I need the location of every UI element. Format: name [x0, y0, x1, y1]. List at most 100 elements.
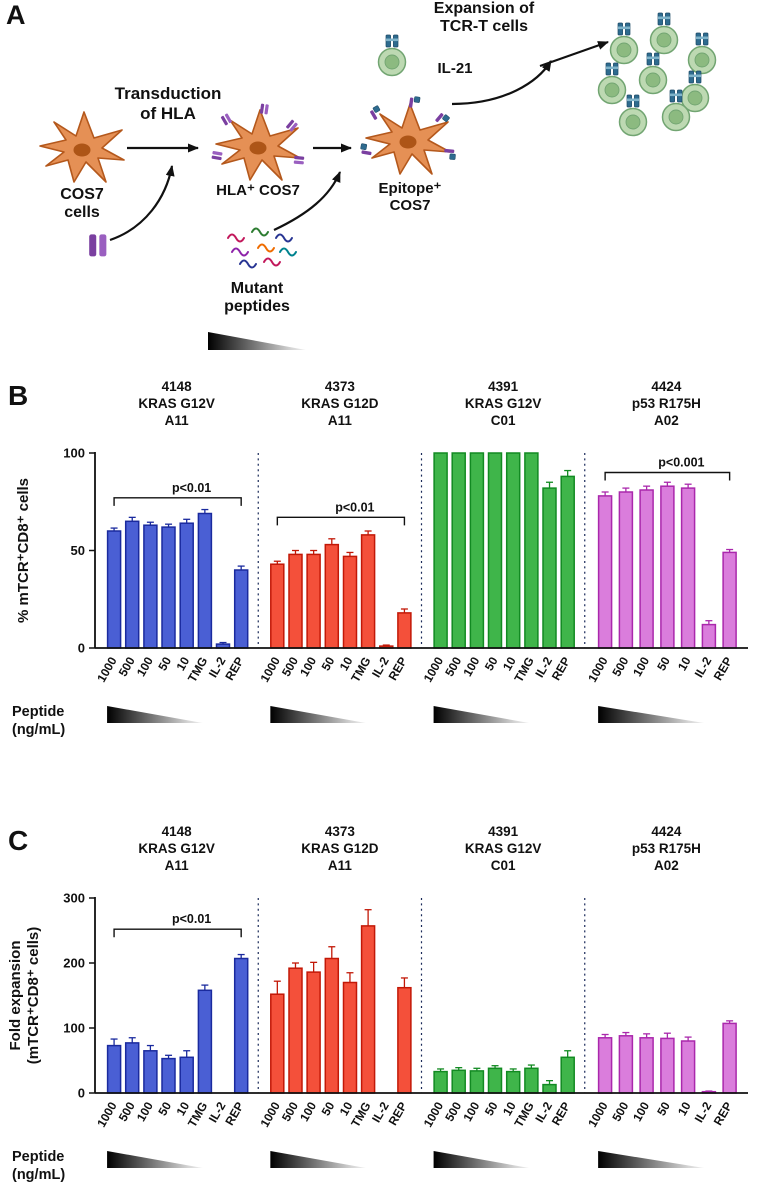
bar	[433, 1070, 448, 1094]
significance-bracket	[604, 471, 731, 481]
bar	[233, 957, 249, 1094]
hla-cos7-label: HLA⁺ COS7	[216, 182, 300, 199]
x-tick-label: 10	[337, 1099, 356, 1118]
x-tick-label: 50	[654, 1099, 673, 1118]
significance-bracket	[113, 497, 242, 506]
bar	[270, 993, 285, 1094]
x-tick-label: 50	[319, 654, 338, 673]
y-tick-label: 100	[63, 1021, 85, 1036]
t-cell-cluster	[597, 12, 717, 137]
x-tick-label: 50	[155, 654, 174, 673]
arrow-il21-curved	[451, 60, 552, 106]
x-tick-label: REP	[549, 655, 573, 683]
x-tick-label: 500	[442, 1099, 464, 1124]
bar	[451, 452, 466, 649]
x-tick-label: 50	[319, 1099, 338, 1118]
bar	[433, 452, 448, 649]
bar	[542, 487, 557, 649]
x-tick-label: REP	[711, 655, 735, 683]
x-tick-label: 500	[609, 654, 631, 679]
significance-bracket	[276, 516, 406, 526]
x-tick-label: 10	[675, 654, 694, 673]
y-tick-label: 300	[63, 891, 85, 906]
group-title: A11	[165, 413, 190, 428]
bar	[639, 489, 654, 649]
il21-label: IL-21	[437, 60, 473, 77]
bar	[680, 487, 696, 649]
bar	[560, 475, 575, 649]
bar	[451, 1069, 466, 1094]
x-tick-label: REP	[386, 1100, 410, 1128]
significance-label: p<0.001	[658, 456, 704, 470]
bar	[397, 986, 412, 1094]
bar	[106, 530, 122, 649]
cos7-label: COS7 cells	[60, 186, 104, 222]
concentration-wedge	[433, 706, 530, 723]
concentration-wedge	[270, 1151, 366, 1168]
bar	[639, 1037, 654, 1094]
x-axis-label: Peptide	[12, 704, 64, 720]
bar	[524, 452, 539, 649]
group-title: 4373	[325, 824, 356, 839]
group-title: 4424	[651, 824, 682, 839]
y-axis-label: Fold expansion	[7, 940, 24, 1050]
x-tick-label: REP	[549, 1100, 573, 1128]
x-tick-label: 1000	[585, 654, 611, 684]
x-tick-label: 100	[630, 1099, 652, 1124]
x-tick-label: TMG	[348, 655, 373, 685]
bar	[124, 520, 140, 649]
panel-a-diagram	[39, 12, 717, 350]
group-title: KRAS G12V	[138, 396, 215, 411]
x-axis-label: Peptide	[12, 1149, 64, 1165]
bar	[106, 1044, 122, 1094]
x-tick-label: 100	[134, 1099, 156, 1124]
bar	[660, 485, 675, 649]
group-title: A11	[165, 858, 190, 873]
panel-a: A Expansion of TCR-T cells IL-21 Transdu…	[0, 0, 760, 375]
bar	[161, 526, 176, 649]
panel-c-chart: C Fold expansion (mTCR⁺CD8⁺ cells) 0 100 200 3…	[7, 824, 748, 1183]
arrow-peptides-curved	[273, 171, 342, 231]
bar	[618, 491, 634, 649]
mutant-peptides-label: Mutant peptides	[224, 280, 290, 316]
bar	[306, 553, 321, 649]
group-title: A11	[328, 858, 353, 873]
x-tick-label: 500	[609, 1099, 631, 1124]
bar	[124, 1042, 140, 1094]
concentration-wedge	[208, 332, 306, 350]
group-title: A02	[654, 413, 679, 428]
x-axis-label: (ng/mL)	[12, 722, 65, 738]
panel-label: C	[8, 825, 28, 856]
x-tick-label: REP	[386, 655, 410, 683]
concentration-wedge	[598, 1151, 705, 1168]
y-tick-label: 0	[78, 641, 85, 656]
y-tick-label: 50	[71, 543, 85, 558]
y-axis-label: % mTCR⁺CD8⁺ cells	[15, 478, 32, 623]
bar	[487, 452, 503, 649]
x-tick-label: 50	[482, 654, 501, 673]
y-tick-label: 0	[78, 1086, 85, 1101]
x-tick-label: 10	[500, 654, 519, 673]
group-title: KRAS G12V	[465, 841, 542, 856]
arrow-hla-molecule-curved	[109, 165, 175, 242]
bar	[288, 553, 303, 649]
bar	[701, 623, 717, 649]
bar	[143, 524, 158, 649]
x-tick-label: TMG	[185, 655, 210, 685]
x-tick-label: 500	[116, 654, 138, 679]
x-tick-label: 10	[500, 1099, 519, 1118]
bar	[560, 1056, 575, 1094]
group-title: KRAS G12D	[301, 396, 379, 411]
significance-label: p<0.01	[172, 912, 211, 926]
significance-label: p<0.01	[335, 500, 374, 514]
x-tick-label: 10	[675, 1099, 694, 1118]
group-title: A11	[328, 413, 353, 428]
bar	[342, 555, 358, 649]
bar	[397, 612, 412, 649]
x-tick-label: TMG	[348, 1100, 373, 1130]
bar	[660, 1037, 675, 1094]
bar	[360, 925, 376, 1094]
bar	[360, 534, 376, 649]
group-title: A02	[654, 858, 679, 873]
